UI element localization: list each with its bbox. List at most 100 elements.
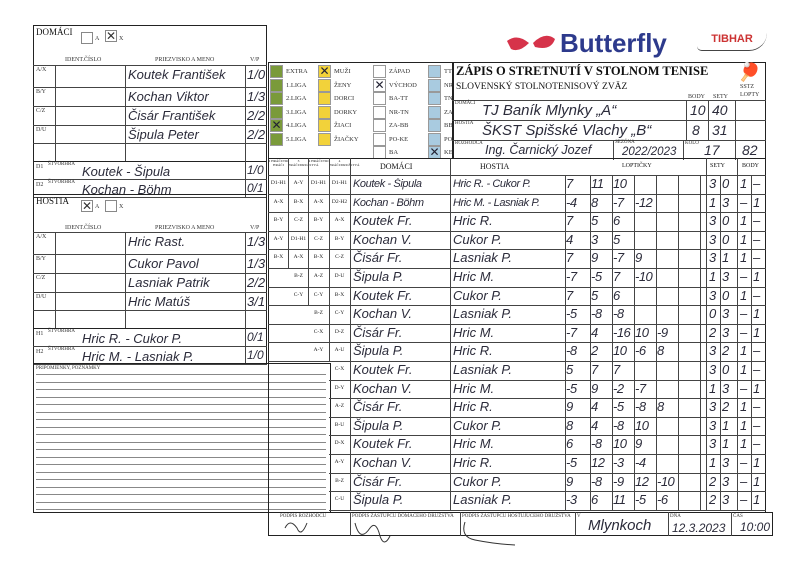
- category-checkbox-ženy[interactable]: [318, 78, 331, 92]
- match-away-player: Lasniak P.: [453, 250, 513, 266]
- match-away-player: Hric R.: [453, 399, 493, 415]
- doubles-vp: 0/1: [247, 181, 264, 195]
- category-label: PO-KE: [389, 135, 409, 143]
- category-checkbox-muži[interactable]: ✕: [318, 64, 331, 78]
- away-option-x-checkbox[interactable]: [105, 200, 117, 212]
- match-away-player: Hric R.: [453, 343, 493, 359]
- note-line: [36, 419, 326, 420]
- order-cell: B-Y: [313, 217, 324, 224]
- match-home-player: Koutek Fr.: [353, 213, 413, 229]
- referee-label: ROZHODCA: [455, 141, 483, 146]
- home-body: 10: [690, 102, 706, 118]
- match-home-player: Čisár Fr.: [353, 250, 403, 266]
- category-checkbox-ba-tt[interactable]: [373, 92, 386, 105]
- col-divider: [634, 175, 635, 510]
- doubles-pair: Hric M. - Lasniak P.: [82, 349, 194, 364]
- category-checkbox-1.liga[interactable]: [270, 78, 283, 92]
- game-score: -5: [566, 455, 577, 470]
- home-option-a-checkbox[interactable]: [81, 32, 93, 44]
- category-checkbox-západ[interactable]: [373, 65, 386, 78]
- away-team-name: ŠKST Spišské Vlachy „B“: [482, 122, 652, 139]
- category-checkbox-3.liga[interactable]: [270, 105, 283, 119]
- note-line: [36, 456, 326, 458]
- player-position: D/U: [36, 127, 47, 133]
- category-checkbox-po-ke[interactable]: [373, 132, 386, 146]
- note-line: [36, 509, 326, 510]
- away-body: 8: [692, 122, 700, 138]
- game-score: 8: [566, 417, 573, 433]
- category-checkbox-žiačky[interactable]: [318, 132, 331, 146]
- row-divider: [329, 435, 766, 437]
- match-home-player: Koutek Fr.: [353, 362, 413, 377]
- match-away-player: Lasniak P.: [453, 362, 513, 377]
- order-cell: D1-H1: [310, 180, 327, 186]
- col-divider: [329, 158, 330, 361]
- category-checkbox-po[interactable]: [428, 132, 441, 146]
- order-cell: A-U: [334, 347, 345, 354]
- category-checkbox-5.liga[interactable]: [270, 132, 283, 146]
- points-away: 1: [753, 306, 761, 322]
- col-divider: [590, 175, 591, 510]
- round-label: KOLO: [685, 141, 699, 146]
- points-home: –: [740, 194, 748, 210]
- category-checkbox-tt[interactable]: [428, 65, 441, 78]
- category-checkbox-nr-tn[interactable]: [373, 105, 386, 119]
- game-score: 10: [635, 417, 649, 433]
- match-away-player: Hric M.: [453, 436, 495, 452]
- col-divider: [125, 65, 126, 161]
- home-option-x-checkbox[interactable]: ✕: [105, 29, 117, 43]
- category-checkbox-za[interactable]: [428, 105, 441, 119]
- match-home-player: Šipula P.: [353, 343, 404, 359]
- points-home: –: [740, 492, 748, 508]
- away-option-a-checkbox[interactable]: ✕: [81, 199, 93, 213]
- player-vp: 1/0: [247, 67, 266, 82]
- category-label: ŽIACI: [334, 122, 352, 129]
- col-divider: [450, 158, 451, 510]
- game-score: -9: [613, 473, 624, 489]
- sets-away: 1: [722, 250, 730, 266]
- category-checkbox-4.liga[interactable]: ✕: [270, 118, 283, 132]
- points-home: 1: [740, 436, 748, 452]
- home-title: DOMÁCI: [36, 27, 73, 37]
- category-checkbox-žiaci[interactable]: [318, 119, 331, 132]
- category-checkbox-dorky[interactable]: [318, 105, 331, 119]
- match-home-player: Kochan V.: [353, 455, 413, 470]
- order-cell: B-U: [334, 421, 345, 428]
- category-checkbox-tn[interactable]: [428, 92, 441, 105]
- player-position: A/X: [36, 67, 47, 73]
- category-checkbox-za-bb[interactable]: [373, 119, 386, 132]
- order-header: 2 HRÁČI/TRI HRÁČI: [268, 159, 289, 167]
- sets-home: 3: [709, 436, 717, 452]
- doubles-label: ŠTVORHRA: [48, 180, 75, 185]
- game-score: 8: [657, 399, 664, 415]
- category-checkbox-východ[interactable]: ✕: [373, 77, 386, 92]
- game-score: -5: [566, 380, 577, 396]
- col-divider: [737, 158, 738, 510]
- player-vp: 3/1: [247, 294, 266, 309]
- game-score: -8: [613, 306, 624, 322]
- category-checkbox-nr[interactable]: [428, 78, 441, 92]
- game-score: 5: [613, 231, 620, 247]
- category-checkbox-dorci[interactable]: [318, 92, 331, 105]
- order-header: 4 HRÁČI/TRI: [308, 159, 329, 163]
- away-team-label: HOSTIA: [455, 121, 474, 126]
- col-divider: [565, 175, 566, 510]
- game-score: 5: [591, 287, 598, 303]
- order-cell: C-Y: [334, 310, 345, 317]
- category-checkbox-2.liga[interactable]: [270, 92, 283, 105]
- category-checkbox-bb[interactable]: [428, 119, 441, 132]
- category-checkbox-extra[interactable]: [270, 65, 283, 78]
- notes-area[interactable]: [33, 363, 331, 513]
- row-divider: [329, 491, 766, 493]
- category-label: ŽIAČKY: [334, 135, 359, 143]
- game-score: -8: [566, 343, 577, 359]
- order-cell: A-X: [313, 198, 324, 205]
- col-name: PRIEZVISKO A MENO: [155, 57, 215, 63]
- sets-away: 1: [722, 417, 730, 433]
- order-cell: B-X: [293, 198, 304, 205]
- game-score: 7: [566, 176, 573, 191]
- row-divider: [33, 65, 267, 66]
- round-value: 17: [704, 142, 720, 158]
- row-divider: [33, 125, 267, 126]
- game-score: 5: [566, 362, 573, 377]
